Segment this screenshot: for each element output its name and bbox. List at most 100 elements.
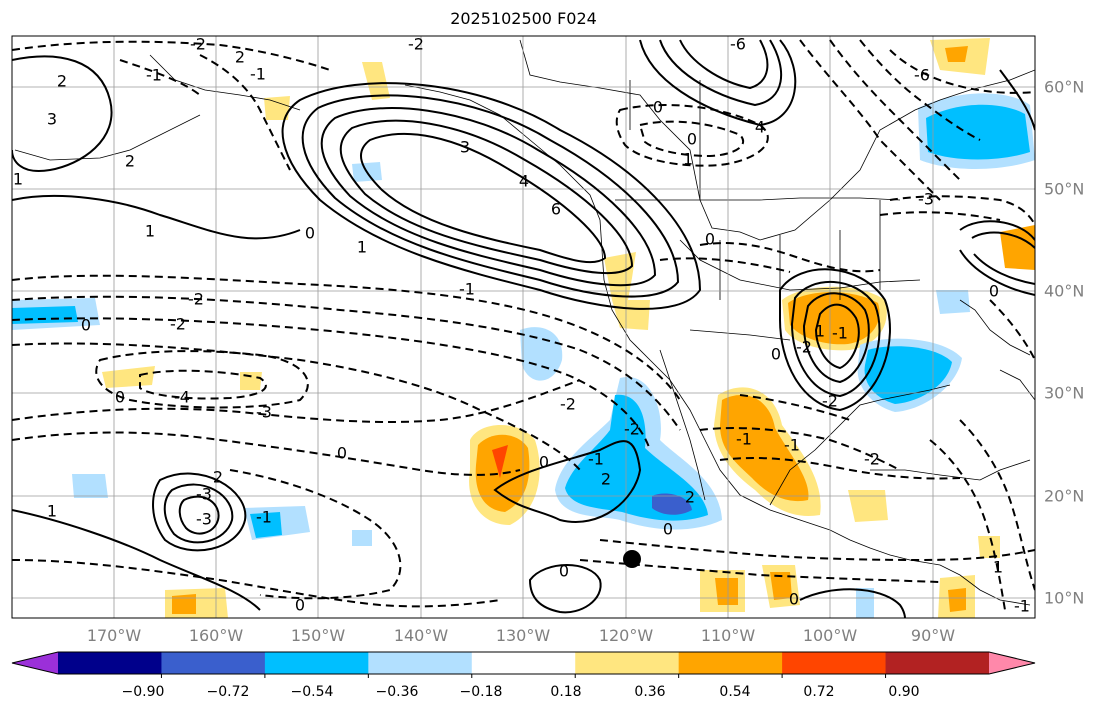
- contours-solid: [12, 39, 1035, 618]
- contour-label: 0: [295, 596, 305, 615]
- shade-cool-i: [936, 290, 970, 314]
- contour-label: -2: [560, 395, 576, 414]
- colorbar-segment: [885, 652, 990, 674]
- shade-warm-b-core: [720, 395, 809, 502]
- shade-warm-i: [362, 62, 390, 100]
- lon-tick-label: 170°W: [86, 626, 142, 645]
- shade-cool-e-core: [12, 306, 78, 324]
- lat-tick-label: 60°N: [1044, 77, 1085, 97]
- shade-warm-l-core: [948, 588, 966, 612]
- shade-cool-j: [352, 530, 372, 546]
- lat-tick-label: 10°N: [1044, 588, 1085, 608]
- shading-layer: [12, 38, 1035, 618]
- colorbar-segment: [678, 652, 783, 674]
- shade-warm-c-core: [788, 292, 880, 345]
- contour-label: 6: [551, 200, 561, 219]
- shade-warm-h: [240, 372, 262, 390]
- contour-label: 1: [145, 222, 155, 241]
- colorbar-tick-label: −0.90: [121, 684, 165, 700]
- contour-label: 4: [519, 172, 529, 191]
- lon-tick-label: 110°W: [700, 626, 756, 645]
- contour-label: 2: [685, 488, 695, 507]
- contour-label: -3: [196, 510, 212, 529]
- contour-label: -1: [588, 450, 604, 469]
- lon-tick-label: 90°W: [910, 626, 956, 645]
- shade-cool-f-core: [250, 512, 282, 538]
- contour-label: 0: [687, 130, 697, 149]
- contour-label: -2: [190, 35, 206, 54]
- lon-tick-label: 100°W: [802, 626, 858, 645]
- contour-label: -4: [174, 388, 190, 407]
- contour-label: 0: [81, 316, 91, 335]
- contour-label: 0: [559, 562, 569, 581]
- contour-label: 2: [601, 470, 611, 489]
- colorbar-segment: [782, 652, 887, 674]
- contour-label: 2: [235, 48, 245, 67]
- lon-tick-label: 150°W: [290, 626, 346, 645]
- contour-label: -6: [914, 66, 930, 85]
- map-title: 2025102500 F024: [450, 9, 597, 28]
- contour-label: -2: [796, 338, 812, 357]
- shade-warm-k: [848, 490, 888, 522]
- contour-label: 2: [213, 468, 223, 487]
- contour-label: 1: [683, 150, 693, 169]
- lon-tick-label: 140°W: [393, 626, 449, 645]
- contour-label: 0: [789, 590, 799, 609]
- colorbar-tick-label: −0.18: [459, 684, 503, 700]
- contour-label: -1: [784, 436, 800, 455]
- lat-tick-label: 40°N: [1044, 281, 1085, 301]
- colorbar-outline: [11, 651, 1036, 675]
- shade-cool-d: [520, 327, 563, 381]
- colorbar-tick-label: 0.36: [634, 684, 666, 700]
- contour-label: 1: [47, 502, 57, 521]
- shade-cool-a-deep: [652, 493, 692, 515]
- colorbar-tick-label: 0.18: [550, 684, 582, 700]
- shade-warm-a-core: [475, 434, 530, 512]
- contour-label: 0: [771, 345, 781, 364]
- colorbar: [11, 651, 1036, 678]
- shade-warm-p: [978, 536, 1000, 558]
- colorbar-segment: [161, 652, 266, 674]
- colorbar-tick-label: −0.54: [290, 684, 334, 700]
- shade-warm-e-core: [945, 46, 968, 62]
- colorbar-segment: [58, 652, 162, 674]
- contour-label: -1: [250, 65, 266, 84]
- contour-label: -6: [730, 35, 746, 54]
- map-frame: [11, 35, 1036, 619]
- contour-label: 0: [663, 520, 673, 539]
- shade-warm-j: [264, 96, 290, 120]
- colorbar-tick-label: −0.36: [375, 684, 419, 700]
- contour-label: -1: [256, 508, 272, 527]
- shade-warm-n-core: [715, 578, 738, 605]
- colorbar-segment: [471, 652, 576, 674]
- lon-tick-label: 130°W: [495, 626, 551, 645]
- contour-label: 2: [57, 72, 67, 91]
- colorbar-extend-low: [12, 652, 58, 674]
- shade-cool-c-core: [926, 104, 1030, 160]
- contour-label: 0: [653, 98, 663, 117]
- contour-label: 1: [993, 558, 1003, 577]
- lat-tick-label: 20°N: [1044, 486, 1085, 506]
- shade-cool-a-core: [565, 394, 708, 521]
- contour-label: -3: [256, 403, 272, 422]
- contour-label: -1: [832, 324, 848, 343]
- contour-label: -3: [918, 190, 934, 209]
- contour-label: 4: [755, 118, 765, 137]
- shade-warm-g: [102, 366, 155, 388]
- colorbar-segment: [575, 652, 680, 674]
- shade-cool-k: [856, 588, 874, 618]
- contour-label: 1: [13, 170, 23, 189]
- map-panel: [12, 36, 1035, 618]
- contour-label: 0: [705, 230, 715, 249]
- shade-warm-o-core: [172, 594, 196, 614]
- contour-label: 0: [115, 388, 125, 407]
- colorbar-extend-high: [989, 652, 1035, 674]
- contour-label: -1: [146, 66, 162, 85]
- contour-label: 1: [357, 238, 367, 257]
- contour-label: -2: [188, 290, 204, 309]
- contour-label: -1: [459, 280, 475, 299]
- contour-label: -2: [170, 315, 186, 334]
- colorbar-tick-label: 0.72: [803, 684, 835, 700]
- colorbar-tick-label: −0.72: [206, 684, 250, 700]
